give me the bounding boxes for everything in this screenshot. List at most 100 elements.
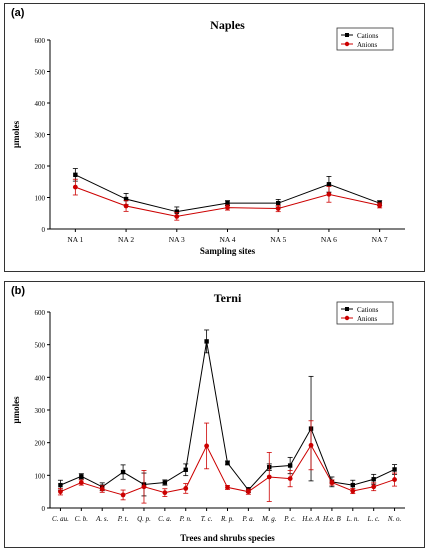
x-tick-label: L. c. — [367, 515, 381, 523]
x-tick-label: T. c. — [201, 515, 213, 523]
data-point-cations — [123, 196, 129, 202]
data-point-cations — [174, 209, 179, 214]
y-tick-label: 500 — [35, 342, 46, 350]
data-point-anions — [392, 477, 397, 482]
data-point-anions — [308, 442, 314, 448]
data-point-anions — [377, 202, 383, 208]
data-point-anions — [275, 206, 281, 211]
x-tick-label: Q. p. — [137, 515, 151, 523]
legend-marker — [345, 33, 349, 37]
x-tick-label: NA 7 — [372, 235, 388, 244]
data-point-anions — [141, 484, 147, 490]
y-tick-label: 300 — [35, 407, 46, 415]
data-point-cations — [58, 482, 63, 488]
x-tick-label: H.e. A — [301, 515, 320, 523]
chart-panel-naples: (a) Naples 0 100 200 300 400 500 600 NA 1 NA 2 NA … — [4, 3, 425, 272]
legend-marker — [345, 307, 349, 311]
legend-marker — [344, 41, 350, 47]
terni-chart: Terni 0 100 200 300 400 500 600 C. au. C. b. A. s.… — [11, 291, 405, 543]
x-tick-label: R. p. — [220, 515, 234, 523]
x-tick-label: C. a. — [158, 515, 172, 523]
y-axis-title: µmoles — [11, 396, 21, 424]
data-point-cations — [204, 339, 209, 344]
data-point-cations — [183, 467, 188, 472]
series-line-cations — [60, 341, 395, 491]
data-point-anions — [225, 485, 230, 490]
data-point-cations — [326, 182, 332, 187]
data-point-anions — [99, 486, 105, 492]
x-tick-label: P. c. — [283, 515, 296, 523]
y-tick-label: 400 — [35, 374, 46, 382]
y-tick-label: 500 — [35, 69, 46, 77]
y-tick-label: 600 — [35, 37, 46, 45]
y-tick-label: 600 — [35, 309, 46, 317]
x-tick-label: NA 1 — [67, 235, 83, 244]
data-point-anions — [329, 480, 335, 485]
data-point-cations — [73, 172, 78, 178]
data-point-anions — [371, 484, 377, 490]
y-tick-label: 400 — [35, 100, 46, 108]
x-tick-label: A. s. — [95, 515, 109, 523]
x-tick-label: P. n. — [179, 515, 192, 523]
x-tick-label: H.e. B — [322, 515, 341, 523]
y-tick-label: 0 — [42, 505, 46, 513]
data-point-anions — [245, 489, 251, 495]
data-point-anions — [266, 474, 272, 480]
panel-label: (a) — [11, 7, 25, 19]
data-point-anions — [72, 184, 78, 190]
x-tick-label: NA 4 — [219, 235, 235, 244]
panel-label: (b) — [11, 285, 26, 297]
x-tick-label: P. t. — [117, 515, 129, 523]
data-point-cations — [287, 463, 293, 468]
data-point-cations — [350, 482, 355, 488]
x-axis-title: Trees and shrubs species — [180, 533, 275, 543]
data-point-anions — [350, 488, 356, 494]
data-point-anions — [123, 203, 129, 209]
chart-title: Terni — [214, 291, 242, 305]
y-tick-label: 200 — [35, 440, 46, 448]
naples-chart: Naples 0 100 200 300 400 500 600 NA 1 NA 2 NA 3 NA … — [11, 18, 405, 256]
x-tick-label: NA 6 — [321, 235, 337, 244]
legend-label: Anions — [357, 315, 378, 323]
y-tick-label: 200 — [35, 163, 46, 171]
x-tick-label: M. g. — [261, 515, 277, 523]
data-point-anions — [204, 443, 210, 449]
data-point-anions — [162, 490, 168, 496]
data-point-anions — [225, 205, 230, 210]
data-point-anions — [174, 214, 180, 219]
data-point-anions — [326, 191, 332, 197]
legend-label: Cations — [357, 32, 379, 40]
x-tick-label: C. b. — [75, 515, 89, 523]
data-point-cations — [79, 474, 84, 479]
y-tick-label: 100 — [35, 195, 46, 203]
data-point-anions — [287, 476, 293, 481]
data-point-cations — [225, 200, 230, 206]
data-point-cations — [276, 200, 281, 206]
chart-panel-terni: (b) Terni 0 100 200 300 400 500 600 C. au. C. b. A… — [4, 281, 425, 548]
data-point-cations — [371, 477, 376, 482]
y-axis-title: µmoles — [11, 120, 21, 148]
data-point-cations — [162, 480, 168, 485]
x-tick-label: N. o. — [387, 515, 402, 523]
x-tick-label: NA 5 — [270, 235, 286, 244]
x-tick-label: C. au. — [52, 515, 69, 523]
x-tick-label: NA 2 — [118, 235, 134, 244]
y-tick-label: 100 — [35, 472, 46, 480]
data-point-anions — [58, 489, 63, 495]
data-point-cations — [225, 460, 230, 466]
legend-label: Cations — [357, 306, 379, 314]
x-tick-label: P. a. — [241, 515, 254, 523]
data-point-cations — [392, 467, 397, 472]
legend-marker — [344, 315, 350, 321]
legend-label: Anions — [357, 41, 378, 49]
x-tick-label: NA 3 — [169, 235, 185, 244]
data-point-anions — [78, 480, 84, 485]
y-tick-label: 0 — [42, 226, 46, 234]
x-tick-label: L. n. — [345, 515, 359, 523]
data-point-anions — [120, 492, 126, 498]
data-point-cations — [120, 469, 126, 475]
x-axis-title: Sampling sites — [200, 246, 256, 256]
chart-title: Naples — [210, 18, 245, 32]
y-tick-label: 300 — [35, 132, 46, 140]
data-point-anions — [183, 486, 189, 491]
